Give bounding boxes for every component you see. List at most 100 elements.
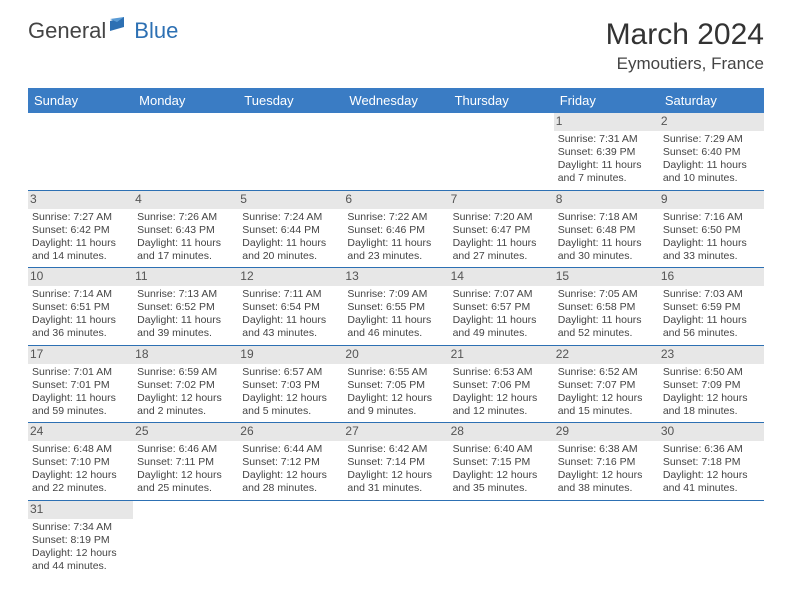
day-cell: 29Sunrise: 6:38 AMSunset: 7:16 PMDayligh… xyxy=(554,423,659,501)
daylight-text: Daylight: 11 hours xyxy=(347,314,444,327)
sunrise-text: Sunrise: 7:31 AM xyxy=(558,133,655,146)
daylight-text: Daylight: 12 hours xyxy=(558,469,655,482)
daylight-text: Daylight: 12 hours xyxy=(663,392,760,405)
day-cell: 18Sunrise: 6:59 AMSunset: 7:02 PMDayligh… xyxy=(133,345,238,423)
daylight-text: Daylight: 12 hours xyxy=(242,392,339,405)
daylight-text: and 46 minutes. xyxy=(347,327,444,340)
day-number: 9 xyxy=(659,191,764,209)
day-cell: 6Sunrise: 7:22 AMSunset: 6:46 PMDaylight… xyxy=(343,190,448,268)
daylight-text: Daylight: 11 hours xyxy=(663,159,760,172)
empty-day-cell xyxy=(343,113,448,190)
location-subtitle: Eymoutiers, France xyxy=(606,54,764,74)
sunset-text: Sunset: 7:01 PM xyxy=(32,379,129,392)
sunrise-text: Sunrise: 6:42 AM xyxy=(347,443,444,456)
calendar-week-row: 3Sunrise: 7:27 AMSunset: 6:42 PMDaylight… xyxy=(28,190,764,268)
dow-header: Saturday xyxy=(659,88,764,113)
sunset-text: Sunset: 6:42 PM xyxy=(32,224,129,237)
daylight-text: Daylight: 11 hours xyxy=(453,237,550,250)
day-number: 24 xyxy=(28,423,133,441)
daylight-text: and 25 minutes. xyxy=(137,482,234,495)
day-number: 25 xyxy=(133,423,238,441)
daylight-text: Daylight: 12 hours xyxy=(32,547,129,560)
sunrise-text: Sunrise: 7:09 AM xyxy=(347,288,444,301)
daylight-text: Daylight: 11 hours xyxy=(558,159,655,172)
day-cell: 1Sunrise: 7:31 AMSunset: 6:39 PMDaylight… xyxy=(554,113,659,190)
daylight-text: and 49 minutes. xyxy=(453,327,550,340)
sunrise-text: Sunrise: 7:18 AM xyxy=(558,211,655,224)
sunrise-text: Sunrise: 7:13 AM xyxy=(137,288,234,301)
sunrise-text: Sunrise: 6:38 AM xyxy=(558,443,655,456)
daylight-text: and 31 minutes. xyxy=(347,482,444,495)
day-cell: 28Sunrise: 6:40 AMSunset: 7:15 PMDayligh… xyxy=(449,423,554,501)
sunrise-text: Sunrise: 6:53 AM xyxy=(453,366,550,379)
sunset-text: Sunset: 6:47 PM xyxy=(453,224,550,237)
day-cell: 10Sunrise: 7:14 AMSunset: 6:51 PMDayligh… xyxy=(28,268,133,346)
day-cell: 26Sunrise: 6:44 AMSunset: 7:12 PMDayligh… xyxy=(238,423,343,501)
day-cell: 11Sunrise: 7:13 AMSunset: 6:52 PMDayligh… xyxy=(133,268,238,346)
sunrise-text: Sunrise: 7:14 AM xyxy=(32,288,129,301)
empty-day-cell xyxy=(133,500,238,577)
daylight-text: Daylight: 11 hours xyxy=(558,237,655,250)
sunrise-text: Sunrise: 6:36 AM xyxy=(663,443,760,456)
day-cell: 21Sunrise: 6:53 AMSunset: 7:06 PMDayligh… xyxy=(449,345,554,423)
logo-text-1: General xyxy=(28,18,106,44)
sunset-text: Sunset: 6:40 PM xyxy=(663,146,760,159)
sunrise-text: Sunrise: 7:20 AM xyxy=(453,211,550,224)
day-number: 27 xyxy=(343,423,448,441)
daylight-text: and 9 minutes. xyxy=(347,405,444,418)
sunrise-text: Sunrise: 7:26 AM xyxy=(137,211,234,224)
daylight-text: and 39 minutes. xyxy=(137,327,234,340)
sunset-text: Sunset: 7:09 PM xyxy=(663,379,760,392)
empty-day-cell xyxy=(133,113,238,190)
day-number: 8 xyxy=(554,191,659,209)
daylight-text: Daylight: 12 hours xyxy=(347,392,444,405)
dow-header: Wednesday xyxy=(343,88,448,113)
day-number: 23 xyxy=(659,346,764,364)
day-number: 29 xyxy=(554,423,659,441)
calendar-week-row: 31Sunrise: 7:34 AMSunset: 8:19 PMDayligh… xyxy=(28,500,764,577)
day-number: 30 xyxy=(659,423,764,441)
sunset-text: Sunset: 6:58 PM xyxy=(558,301,655,314)
dow-header: Sunday xyxy=(28,88,133,113)
daylight-text: Daylight: 11 hours xyxy=(663,237,760,250)
dow-header: Tuesday xyxy=(238,88,343,113)
sunrise-text: Sunrise: 6:46 AM xyxy=(137,443,234,456)
day-number: 20 xyxy=(343,346,448,364)
empty-day-cell xyxy=(238,113,343,190)
day-cell: 4Sunrise: 7:26 AMSunset: 6:43 PMDaylight… xyxy=(133,190,238,268)
day-cell: 24Sunrise: 6:48 AMSunset: 7:10 PMDayligh… xyxy=(28,423,133,501)
sunrise-text: Sunrise: 7:34 AM xyxy=(32,521,129,534)
title-block: March 2024 Eymoutiers, France xyxy=(606,18,764,74)
sunset-text: Sunset: 7:14 PM xyxy=(347,456,444,469)
day-number: 2 xyxy=(659,113,764,131)
day-number: 16 xyxy=(659,268,764,286)
logo-text-2: Blue xyxy=(134,18,178,44)
day-number: 14 xyxy=(449,268,554,286)
day-cell: 27Sunrise: 6:42 AMSunset: 7:14 PMDayligh… xyxy=(343,423,448,501)
sunrise-text: Sunrise: 7:29 AM xyxy=(663,133,760,146)
daylight-text: and 52 minutes. xyxy=(558,327,655,340)
day-number: 17 xyxy=(28,346,133,364)
daylight-text: Daylight: 11 hours xyxy=(32,392,129,405)
sunrise-text: Sunrise: 6:57 AM xyxy=(242,366,339,379)
calendar-week-row: 24Sunrise: 6:48 AMSunset: 7:10 PMDayligh… xyxy=(28,423,764,501)
daylight-text: and 28 minutes. xyxy=(242,482,339,495)
calendar-week-row: 17Sunrise: 7:01 AMSunset: 7:01 PMDayligh… xyxy=(28,345,764,423)
day-cell: 14Sunrise: 7:07 AMSunset: 6:57 PMDayligh… xyxy=(449,268,554,346)
sunset-text: Sunset: 7:15 PM xyxy=(453,456,550,469)
header: General Blue March 2024 Eymoutiers, Fran… xyxy=(0,0,792,82)
calendar-week-row: 10Sunrise: 7:14 AMSunset: 6:51 PMDayligh… xyxy=(28,268,764,346)
calendar-week-row: 1Sunrise: 7:31 AMSunset: 6:39 PMDaylight… xyxy=(28,113,764,190)
sunrise-text: Sunrise: 7:01 AM xyxy=(32,366,129,379)
sunset-text: Sunset: 6:55 PM xyxy=(347,301,444,314)
day-cell: 12Sunrise: 7:11 AMSunset: 6:54 PMDayligh… xyxy=(238,268,343,346)
day-cell: 7Sunrise: 7:20 AMSunset: 6:47 PMDaylight… xyxy=(449,190,554,268)
day-cell: 9Sunrise: 7:16 AMSunset: 6:50 PMDaylight… xyxy=(659,190,764,268)
sunset-text: Sunset: 7:02 PM xyxy=(137,379,234,392)
daylight-text: Daylight: 12 hours xyxy=(137,469,234,482)
sunset-text: Sunset: 6:50 PM xyxy=(663,224,760,237)
day-number: 28 xyxy=(449,423,554,441)
dow-header: Friday xyxy=(554,88,659,113)
sunrise-text: Sunrise: 7:05 AM xyxy=(558,288,655,301)
daylight-text: Daylight: 11 hours xyxy=(137,237,234,250)
